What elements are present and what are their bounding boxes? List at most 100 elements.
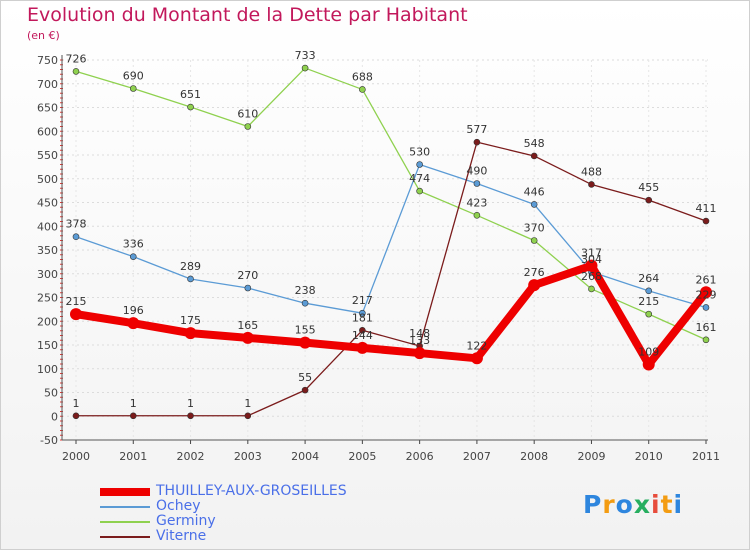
data-point: [530, 237, 538, 244]
x-tick-label: 2005: [348, 450, 376, 463]
legend-swatch: [100, 536, 150, 538]
legend-swatch: [100, 506, 150, 508]
data-point: [244, 412, 252, 420]
data-point: [72, 68, 80, 75]
data-label: 423: [466, 196, 487, 209]
data-label: 196: [123, 304, 144, 317]
legend-label: THUILLEY-AUX-GROSEILLES: [156, 483, 347, 499]
legend-label: Ochey: [156, 498, 201, 514]
legend-item: Germiny: [100, 514, 347, 529]
data-label: 651: [180, 88, 201, 101]
legend-item: Ochey: [100, 499, 347, 514]
y-tick-label: 700: [37, 78, 58, 91]
data-point: [72, 233, 80, 240]
data-label: 276: [524, 266, 545, 279]
proxiti-logo: Proxiti: [583, 490, 683, 519]
logo-letter: x: [633, 490, 651, 519]
data-label: 474: [409, 172, 430, 185]
data-point: [470, 352, 483, 365]
data-label: 229: [696, 288, 717, 301]
chart-legend: THUILLEY-AUX-GROSEILLES Ochey Germiny Vi…: [100, 484, 347, 544]
data-point: [72, 412, 80, 420]
data-label: 109: [638, 345, 659, 358]
data-label: 215: [638, 295, 659, 308]
series-line: [75, 67, 707, 341]
legend-label: Viterne: [156, 528, 207, 544]
data-point: [645, 287, 653, 295]
data-point: [700, 286, 712, 299]
data-point: [585, 259, 598, 272]
data-label: 181: [352, 311, 373, 324]
series-line: [75, 141, 707, 417]
data-point: [184, 327, 197, 340]
y-tick-label: 50: [44, 387, 58, 400]
data-point: [129, 85, 137, 92]
data-label: 175: [180, 314, 201, 327]
data-label: 1: [130, 397, 137, 410]
data-point: [299, 336, 312, 349]
y-tick-label: 150: [37, 339, 58, 352]
data-point: [413, 347, 426, 360]
data-label: 289: [180, 260, 201, 273]
legend-swatch: [100, 488, 150, 496]
data-label: 530: [409, 146, 430, 159]
data-label: 148: [409, 327, 430, 340]
data-label: 370: [524, 222, 545, 235]
x-tick-label: 2000: [62, 450, 90, 463]
x-tick-label: 2001: [119, 450, 147, 463]
y-tick-label: 400: [37, 220, 58, 233]
data-point: [702, 304, 710, 311]
y-tick-label: 550: [37, 149, 58, 162]
data-point: [359, 326, 366, 334]
y-tick-label: 750: [37, 54, 58, 67]
data-label: 155: [295, 324, 316, 337]
data-point: [359, 86, 366, 93]
data-point: [702, 336, 710, 344]
data-point: [187, 103, 194, 111]
data-point: [301, 386, 309, 394]
data-label: 133: [409, 334, 430, 347]
data-label: 1: [244, 397, 251, 410]
data-point: [588, 181, 595, 188]
data-label: 610: [237, 108, 258, 121]
legend-label: Germiny: [156, 513, 216, 529]
data-point: [70, 308, 82, 321]
data-point: [129, 253, 137, 260]
data-label: 577: [466, 123, 487, 136]
data-point: [359, 309, 366, 317]
series-line: [75, 163, 707, 314]
data-point: [416, 187, 423, 195]
logo-letter: P: [583, 490, 603, 519]
data-point: [642, 358, 655, 371]
data-point: [244, 123, 252, 130]
data-label: 304: [581, 253, 602, 266]
data-point: [473, 180, 481, 187]
data-label: 1: [187, 397, 194, 410]
logo-letter: i: [673, 490, 684, 519]
data-point: [588, 285, 595, 293]
data-label: 455: [638, 181, 659, 194]
data-label: 317: [581, 247, 602, 260]
logo-letter: i: [651, 490, 661, 519]
y-tick-label: -50: [40, 434, 58, 447]
data-label: 726: [66, 52, 87, 65]
x-tick-label: 2002: [177, 450, 205, 463]
data-point: [356, 341, 369, 354]
chart-title: Evolution du Montant de la Dette par Hab…: [27, 4, 468, 26]
data-point: [127, 317, 140, 330]
chart-unit-subtitle: (en €): [27, 29, 60, 42]
data-point: [530, 201, 538, 208]
x-tick-label: 2008: [520, 450, 548, 463]
legend-item: Viterne: [100, 529, 347, 544]
data-label: 144: [352, 329, 373, 342]
data-label: 490: [466, 165, 487, 178]
data-label: 1: [73, 397, 80, 410]
legend-swatch: [100, 521, 150, 523]
data-point: [645, 310, 653, 318]
data-label: 690: [123, 70, 144, 83]
data-label: 488: [581, 165, 602, 178]
data-point: [416, 161, 423, 168]
data-label: 215: [66, 295, 87, 308]
x-tick-label: 2007: [463, 450, 491, 463]
data-label: 336: [123, 238, 144, 251]
